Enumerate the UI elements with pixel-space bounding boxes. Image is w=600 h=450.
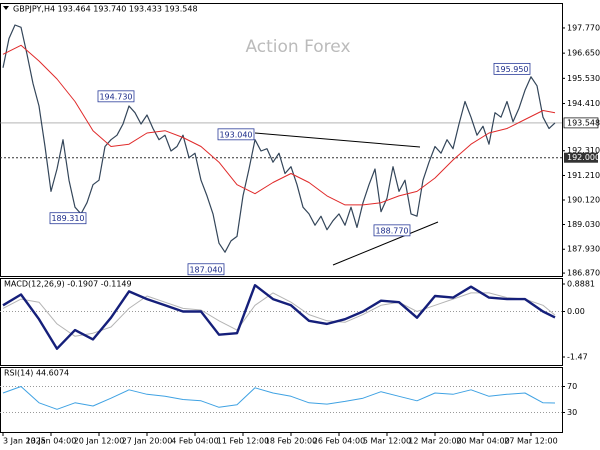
level-label-box [564, 152, 598, 163]
x-tick-label: 13 Jan 04:00 [26, 437, 77, 446]
last-price-label: 193.548 [567, 118, 600, 127]
series-line [2, 292, 556, 337]
annotation-label: 195.950 [495, 65, 528, 74]
y-tick-label: 0.00 [567, 307, 585, 316]
last-price-box [563, 117, 599, 129]
y-tick-label: 189.030 [567, 220, 600, 229]
x-tick-label: 20 Jan 12:00 [74, 437, 125, 446]
x-tick-label: 5 Mar 12:00 [363, 437, 411, 446]
y-tick-label: 186.870 [567, 269, 600, 278]
y-tick-label: 192.310 [567, 146, 600, 155]
x-tick-label: 27 Mar 12:00 [504, 437, 557, 446]
y-tick-label: 187.930 [567, 245, 600, 254]
x-tick-label: 18 Feb 20:00 [265, 437, 317, 446]
y-tick-label: 194.410 [567, 99, 600, 108]
y-tick-label: 190.120 [567, 195, 600, 204]
x-tick-label: 12 Mar 20:00 [408, 437, 461, 446]
series-line [2, 24, 556, 253]
annotation-box [97, 90, 135, 103]
level-label: 192.000 [567, 153, 600, 162]
panel-title: RSI(14) 44.6074 [4, 369, 69, 378]
watermark: Action Forex [245, 37, 350, 57]
panel-frame [0, 367, 563, 433]
y-tick-label: 197.770 [567, 23, 600, 32]
menu-triangle [3, 6, 9, 10]
annotation-box [217, 128, 255, 141]
y-tick-label: 195.530 [567, 74, 600, 83]
annotation-box [493, 62, 531, 75]
y-tick-label: 191.210 [567, 171, 600, 180]
annotation-label: 189.310 [51, 214, 84, 223]
x-tick-label: 27 Jan 20:00 [122, 437, 173, 446]
y-tick-label: 70 [567, 382, 577, 391]
trend-line [332, 221, 439, 266]
y-tick-label: -1.47 [567, 353, 588, 362]
x-tick-label: 20 Mar 04:00 [456, 437, 509, 446]
series-line [2, 44, 556, 206]
annotation-label: 187.040 [189, 265, 222, 274]
x-tick-label: 4 Feb 04:00 [171, 437, 218, 446]
trend-line [254, 132, 421, 148]
annotation-label: 193.040 [219, 130, 252, 139]
x-tick-label: 26 Feb 04:00 [313, 437, 365, 446]
annotation-label: 194.730 [99, 92, 132, 101]
annotation-box [49, 212, 87, 225]
annotation-label: 188.770 [375, 226, 408, 235]
series-line [2, 386, 556, 410]
panel-frame [0, 3, 563, 277]
x-tick-label: 11 Feb 12:00 [217, 437, 269, 446]
x-tick-label: 3 Jan 2025 [3, 437, 46, 446]
y-tick-label: 30 [567, 408, 577, 417]
panel-title: MACD(12,26,9) -0.1907 -0.1149 [4, 280, 132, 289]
panel-title: GBPJPY,H4 193.464 193.740 193.433 193.54… [13, 5, 198, 14]
series-line [2, 284, 556, 350]
y-tick-label: 196.650 [567, 49, 600, 58]
annotation-box [187, 263, 225, 276]
panel-frame [0, 278, 563, 366]
y-tick-label: 0.8881 [567, 280, 595, 289]
annotation-box [373, 224, 411, 237]
